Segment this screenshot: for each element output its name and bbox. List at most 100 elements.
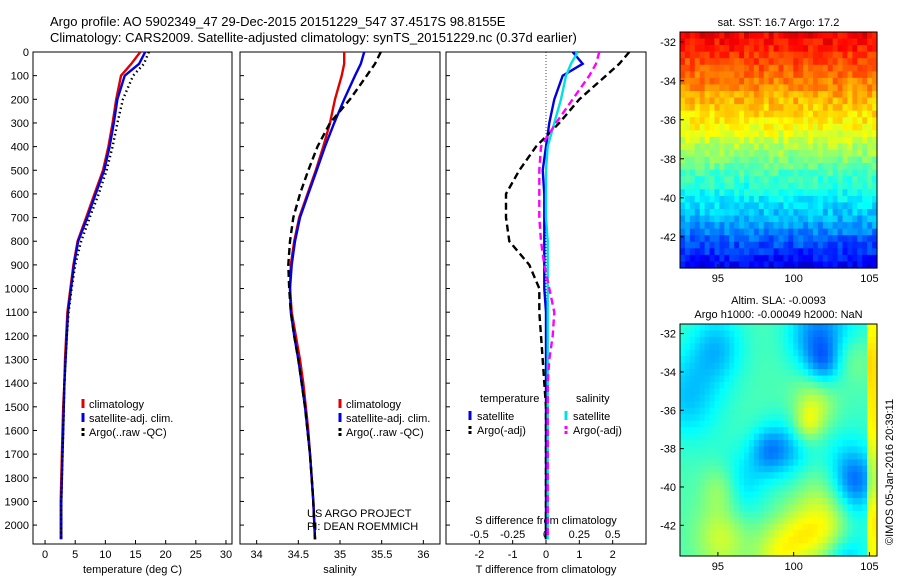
map-cell (872, 362, 878, 370)
map-cell (842, 369, 849, 377)
map-cell (783, 84, 789, 92)
map-cell (739, 414, 745, 422)
map-cell (724, 536, 730, 544)
longitude-tick-label: 100 (784, 273, 802, 285)
map-cell (773, 104, 780, 112)
map-cell (753, 45, 760, 53)
map-cell (758, 51, 765, 59)
map-cell (704, 407, 711, 415)
map-cell (857, 77, 863, 86)
map-cell (734, 84, 740, 92)
map-cell (832, 143, 839, 151)
map-cell (788, 433, 794, 441)
map-cell (753, 117, 760, 125)
map-cell (739, 504, 745, 512)
map-cell (699, 110, 706, 118)
map-cell (748, 459, 755, 467)
map-cell (817, 369, 824, 377)
map-cell (862, 64, 868, 72)
map-cell (852, 407, 858, 415)
x-tick-label: 35 (334, 549, 346, 561)
map-cell (788, 465, 794, 473)
map-cell (803, 420, 809, 428)
map-cell (832, 228, 839, 236)
map-cell (768, 369, 775, 377)
map-cell (748, 375, 755, 383)
map-cell (842, 433, 849, 441)
map-cell (739, 407, 745, 415)
map-cell (748, 261, 755, 269)
map-cell (704, 64, 711, 72)
map-cell (719, 209, 725, 217)
map-cell (704, 123, 711, 131)
map-cell (704, 176, 711, 184)
map-cell (680, 228, 686, 236)
map-cell (817, 491, 824, 499)
map-cell (699, 45, 706, 53)
map-cell (788, 143, 794, 151)
map-cell (739, 182, 745, 190)
map-cell (699, 150, 706, 158)
map-cell (729, 84, 735, 92)
map-cell (714, 356, 720, 364)
map-cell (773, 261, 780, 269)
map-cell (773, 38, 780, 46)
map-cell (739, 530, 745, 538)
map-cell (748, 349, 755, 357)
map-cell (724, 136, 730, 145)
map-cell (793, 123, 799, 131)
map-cell (793, 248, 799, 256)
map-cell (793, 536, 799, 544)
map-cell (822, 543, 829, 551)
map-cell (783, 261, 789, 269)
map-cell (778, 336, 785, 344)
map-cell (748, 182, 755, 190)
map-cell (783, 248, 789, 256)
map-cell (783, 452, 789, 460)
map-cell (867, 356, 873, 364)
map-cell (822, 324, 829, 332)
map-cell (847, 523, 853, 531)
map-cell (788, 235, 794, 243)
map-cell (744, 510, 750, 518)
map-cell (778, 530, 785, 538)
map-cell (704, 77, 711, 86)
map-cell (694, 71, 701, 79)
map-cell (739, 343, 745, 351)
map-cell (773, 176, 780, 184)
map-cell (842, 510, 849, 518)
map-cell (857, 510, 863, 518)
map-cell (857, 222, 863, 230)
map-cell (753, 433, 760, 441)
map-cell (822, 369, 829, 377)
map-cell (729, 440, 735, 448)
map-cell (704, 110, 711, 118)
map-cell (773, 195, 780, 204)
map-cell (719, 261, 725, 269)
map-cell (798, 414, 804, 422)
map-cell (817, 215, 824, 223)
map-cell (684, 369, 691, 377)
map-cell (734, 336, 740, 344)
map-cell (768, 58, 775, 66)
map-cell (729, 64, 735, 72)
map-cell (709, 414, 716, 422)
map-cell (817, 440, 824, 448)
map-cell (827, 104, 834, 112)
map-cell (734, 176, 740, 184)
map-cell (739, 222, 745, 230)
map-cell (867, 401, 873, 409)
map-cell (862, 414, 868, 422)
map-cell (822, 38, 829, 46)
map-cell (817, 362, 824, 370)
map-cell (798, 169, 804, 177)
map-cell (822, 182, 829, 190)
map-cell (748, 241, 755, 249)
map-cell (857, 84, 863, 92)
map-cell (803, 472, 809, 480)
map-cell (803, 452, 809, 460)
map-cell (729, 261, 735, 269)
map-cell (684, 452, 691, 460)
map-cell (704, 71, 711, 79)
